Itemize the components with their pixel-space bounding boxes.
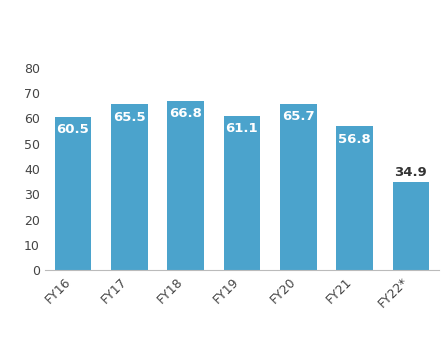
Bar	[55, 117, 91, 270]
Bar	[167, 101, 204, 270]
Text: 34.9: 34.9	[395, 166, 427, 179]
Text: 66.8: 66.8	[169, 107, 202, 120]
Text: 56.8: 56.8	[338, 133, 371, 146]
Text: 65.5: 65.5	[113, 111, 146, 124]
Bar	[224, 116, 260, 270]
Bar	[280, 104, 317, 270]
Text: 61.1: 61.1	[226, 122, 258, 135]
Bar	[392, 182, 429, 270]
Bar	[111, 104, 147, 270]
Text: Exports of Petroleum Products from India FY22 (MMT): Exports of Petroleum Products from India…	[0, 21, 448, 36]
Text: 65.7: 65.7	[282, 110, 314, 123]
Bar	[336, 126, 373, 270]
Text: 60.5: 60.5	[56, 123, 89, 136]
